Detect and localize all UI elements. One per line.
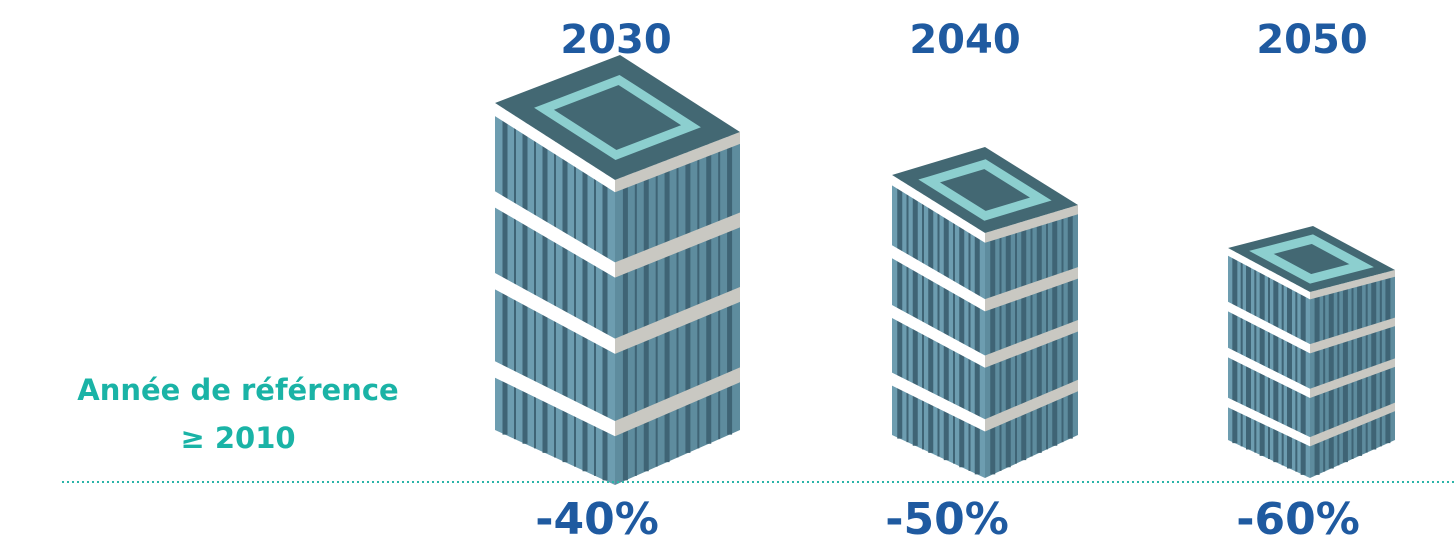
building-band [615, 287, 740, 354]
reduction: -50% [885, 494, 1009, 543]
reduction: -60% [1236, 494, 1360, 543]
building-band [1310, 402, 1395, 447]
building-band [985, 320, 1078, 368]
building-roof-inner [534, 74, 701, 161]
building-band [892, 245, 985, 312]
building-roof-edge [1310, 270, 1395, 300]
building-band [1310, 317, 1395, 354]
building-roof [495, 55, 740, 180]
building-band [495, 273, 615, 354]
building-roof-edge [1228, 248, 1310, 300]
building-band [615, 367, 740, 437]
building-band [892, 372, 985, 432]
building-roof-inner [918, 159, 1052, 221]
year: 2040 [909, 17, 1020, 63]
reference-label: ≥ 2010 [180, 421, 295, 455]
building-band [1228, 397, 1310, 447]
reduction: -40% [535, 494, 659, 543]
building-roof-edge [495, 103, 615, 193]
building-band [495, 191, 615, 278]
building-band [1228, 301, 1310, 354]
building-band [1228, 347, 1310, 398]
building-roof [892, 147, 1078, 233]
building-roof-inner [1249, 234, 1374, 284]
building-band [892, 305, 985, 368]
building-band [985, 267, 1078, 312]
year: 2050 [1256, 17, 1367, 63]
reference-label: Année de référence [77, 373, 398, 407]
building-band [1310, 358, 1395, 398]
building-band [985, 379, 1078, 432]
year: 2030 [560, 17, 671, 63]
buildings [495, 55, 1395, 485]
building-roof [1228, 226, 1395, 292]
building-band [495, 361, 615, 437]
building-roof-edge [985, 205, 1078, 243]
building-band [615, 212, 740, 278]
building-roof-edge [615, 132, 740, 193]
building-roof-edge [892, 175, 985, 243]
